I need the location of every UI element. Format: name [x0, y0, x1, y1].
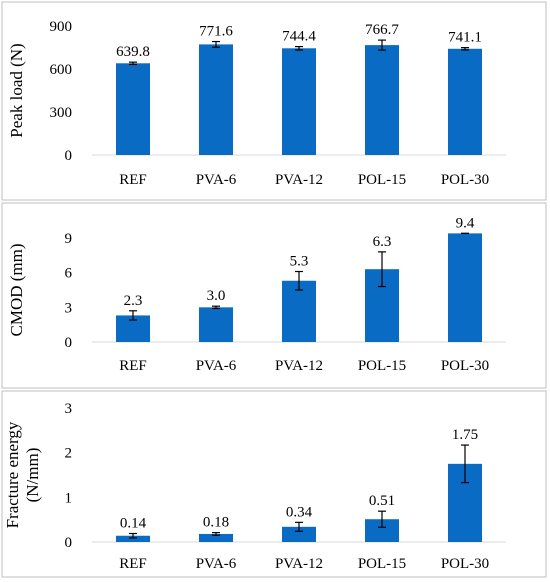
- error-bar: [212, 532, 220, 536]
- x-tick-label: PVA-12: [275, 172, 323, 188]
- panel-border: [1, 202, 547, 389]
- data-label: 0.14: [120, 516, 147, 532]
- error-bar: [378, 251, 386, 288]
- chart-panel-2: 0 3 6 9 CMOD (mm) 2.3 REF 3.0 PVA-6 5.3 PVA-12 6.3 P…: [1, 202, 547, 389]
- data-label: 744.4: [282, 29, 316, 45]
- x-tick-label: POL-30: [441, 556, 489, 572]
- data-label: 639.8: [116, 44, 150, 60]
- y-tick-label: 6: [65, 266, 73, 282]
- error-bar: [295, 45, 303, 51]
- data-label: 9.4: [456, 215, 475, 231]
- chart-panel-1: 0 300 600 900 Peak load (N) 639.8 REF 771.6 PVA-…: [1, 1, 547, 201]
- bar: [282, 48, 316, 155]
- bar: [282, 280, 316, 342]
- error-bar: [129, 532, 137, 539]
- data-label: 5.3: [290, 254, 309, 270]
- y-axis-label-line: (N/mm): [23, 448, 42, 503]
- y-axis-label: Peak load (N): [7, 43, 26, 137]
- error-bar: [378, 39, 386, 51]
- y-tick-label: 0: [65, 335, 73, 351]
- bar: [116, 535, 150, 542]
- error-bar: [461, 47, 469, 51]
- x-tick-label: REF: [119, 556, 147, 572]
- bar: [199, 44, 233, 155]
- y-axis-label: CMOD (mm): [7, 243, 26, 336]
- bar: [448, 48, 482, 155]
- panel-border: [1, 390, 547, 578]
- y-tick-label: 0: [65, 148, 73, 164]
- chart-panel-3: 0 1 2 3 Fracture energy(N/mm) 0.14 REF 0.18 PVA-…: [1, 390, 547, 578]
- x-tick-label: PVA-12: [275, 358, 323, 374]
- y-tick-label: 0: [65, 535, 73, 551]
- y-tick-label: 900: [50, 19, 73, 35]
- data-label: 1.75: [452, 427, 478, 443]
- y-tick-label: 1: [65, 490, 73, 506]
- x-tick-label: REF: [119, 358, 147, 374]
- y-tick-label: 9: [65, 231, 73, 247]
- error-bar: [129, 61, 137, 66]
- data-label: 741.1: [448, 30, 482, 46]
- x-tick-label: POL-15: [358, 172, 406, 188]
- x-tick-label: POL-15: [358, 358, 406, 374]
- data-label: 766.7: [365, 22, 399, 38]
- error-bar: [461, 444, 469, 484]
- error-bar: [295, 270, 303, 291]
- y-tick-label: 3: [65, 300, 73, 316]
- data-label: 0.51: [369, 493, 395, 509]
- y-tick-label: 600: [50, 62, 73, 78]
- bar: [282, 526, 316, 542]
- x-tick-label: PVA-12: [275, 556, 323, 572]
- y-tick-label: 300: [50, 105, 73, 121]
- y-tick-label: 2: [65, 446, 73, 462]
- data-label: 771.6: [199, 24, 233, 40]
- x-tick-label: REF: [119, 172, 147, 188]
- bar: [448, 233, 482, 342]
- data-label: 0.34: [286, 504, 313, 520]
- bar: [199, 307, 233, 342]
- error-bar: [212, 40, 220, 48]
- bar: [365, 519, 399, 542]
- y-tick-label: 3: [65, 401, 73, 417]
- y-axis-label: Fracture energy(N/mm): [3, 421, 42, 528]
- error-bar: [295, 521, 303, 532]
- x-tick-label: PVA-6: [196, 358, 237, 374]
- data-label: 6.3: [373, 234, 392, 250]
- x-tick-label: PVA-6: [196, 172, 237, 188]
- x-tick-label: POL-30: [441, 358, 489, 374]
- x-tick-label: PVA-6: [196, 556, 237, 572]
- error-bar: [212, 305, 220, 310]
- panel-border: [1, 1, 547, 201]
- x-tick-label: POL-15: [358, 556, 406, 572]
- y-axis-label-line: Fracture energy: [3, 421, 22, 528]
- data-label: 0.18: [203, 515, 229, 531]
- bar: [199, 533, 233, 542]
- data-label: 2.3: [124, 293, 143, 309]
- bar: [116, 63, 150, 155]
- error-bar: [129, 310, 137, 321]
- error-bar: [378, 510, 386, 528]
- x-tick-label: POL-30: [441, 172, 489, 188]
- bar: [365, 45, 399, 155]
- data-label: 3.0: [207, 288, 226, 304]
